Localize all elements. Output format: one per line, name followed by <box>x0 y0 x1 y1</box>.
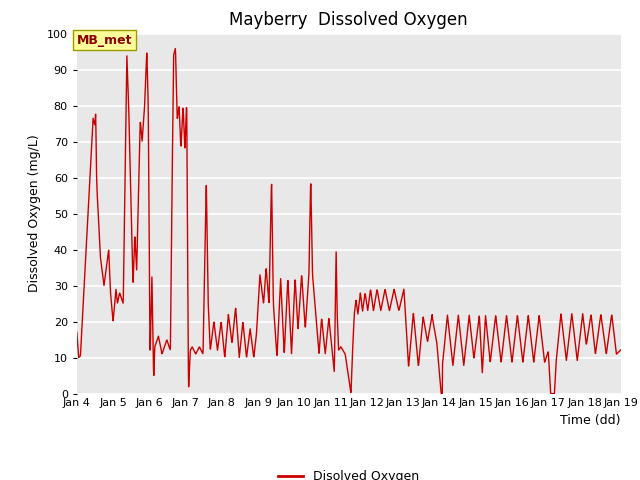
X-axis label: Time (dd): Time (dd) <box>560 414 621 427</box>
Legend: Disolved Oxygen: Disolved Oxygen <box>273 465 424 480</box>
Y-axis label: Dissolved Oxygen (mg/L): Dissolved Oxygen (mg/L) <box>28 135 41 292</box>
Title: Mayberry  Dissolved Oxygen: Mayberry Dissolved Oxygen <box>230 11 468 29</box>
Text: MB_met: MB_met <box>77 34 132 47</box>
